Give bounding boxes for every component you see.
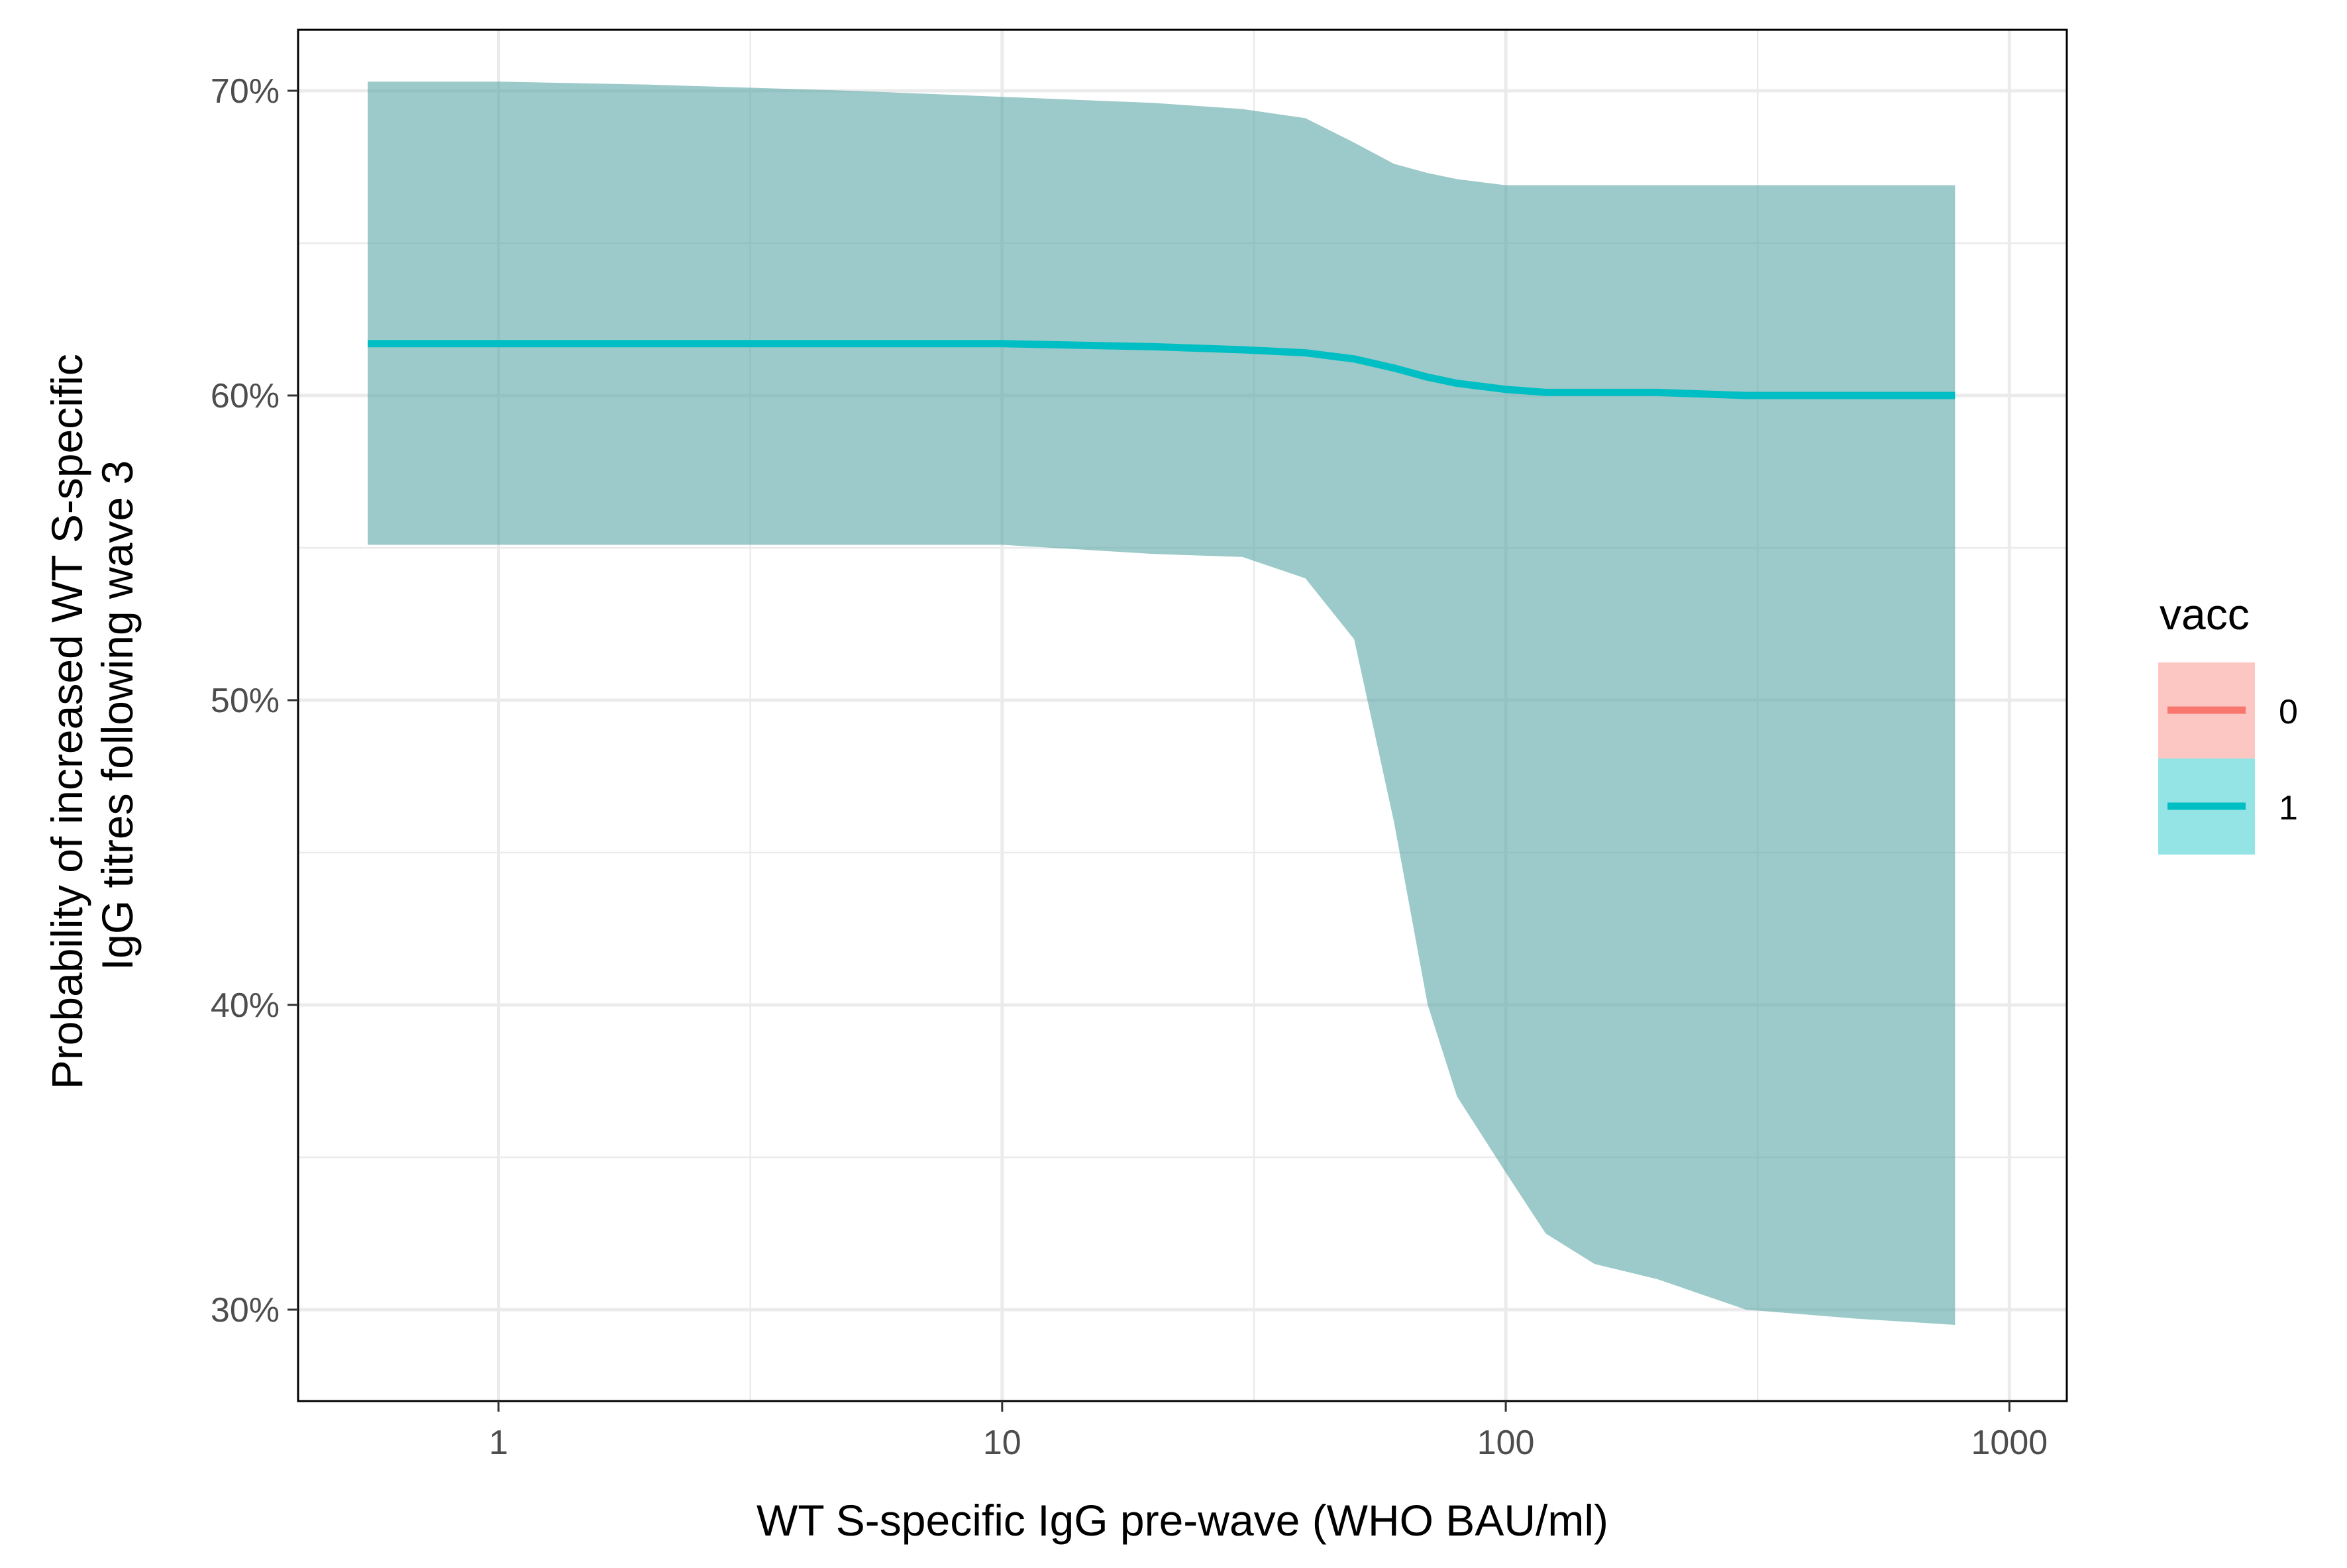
y-axis-title: Probability of increased WT S-specific I… <box>42 342 142 1090</box>
x-tick-label: 1000 <box>1971 1424 2048 1462</box>
series-line-1 <box>368 340 1956 399</box>
y-tick-label: 50% <box>211 682 280 720</box>
y-axis-title-line-1: Probability of increased WT S-specific <box>42 354 91 1089</box>
y-tick-label: 60% <box>211 377 280 415</box>
x-tick-label: 1 <box>489 1424 508 1462</box>
confidence-ribbons <box>368 81 1956 1326</box>
legend: vacc 0 1 <box>2158 590 2298 855</box>
x-axis-ticks: 1 10 100 1000 <box>489 1401 2048 1462</box>
y-axis-title-line-2: IgG titres following wave 3 <box>93 460 142 970</box>
series-lines <box>368 340 1956 399</box>
x-axis-title: WT S-specific IgG pre-wave (WHO BAU/ml) <box>756 1496 1608 1545</box>
legend-label-0: 0 <box>2279 693 2298 731</box>
legend-label-1: 1 <box>2279 789 2298 827</box>
confidence-ribbon-series-1 <box>368 81 1956 1326</box>
y-tick-label: 40% <box>211 986 280 1025</box>
y-tick-label: 30% <box>211 1291 280 1330</box>
x-tick-label: 10 <box>983 1424 1021 1462</box>
plot-panel-border <box>297 28 2068 1402</box>
legend-title: vacc <box>2160 590 2250 639</box>
x-tick-label: 100 <box>1477 1424 1535 1462</box>
y-tick-label: 70% <box>211 72 280 111</box>
y-axis-ticks: 30% 40% 50% 60% 70% <box>211 72 298 1330</box>
